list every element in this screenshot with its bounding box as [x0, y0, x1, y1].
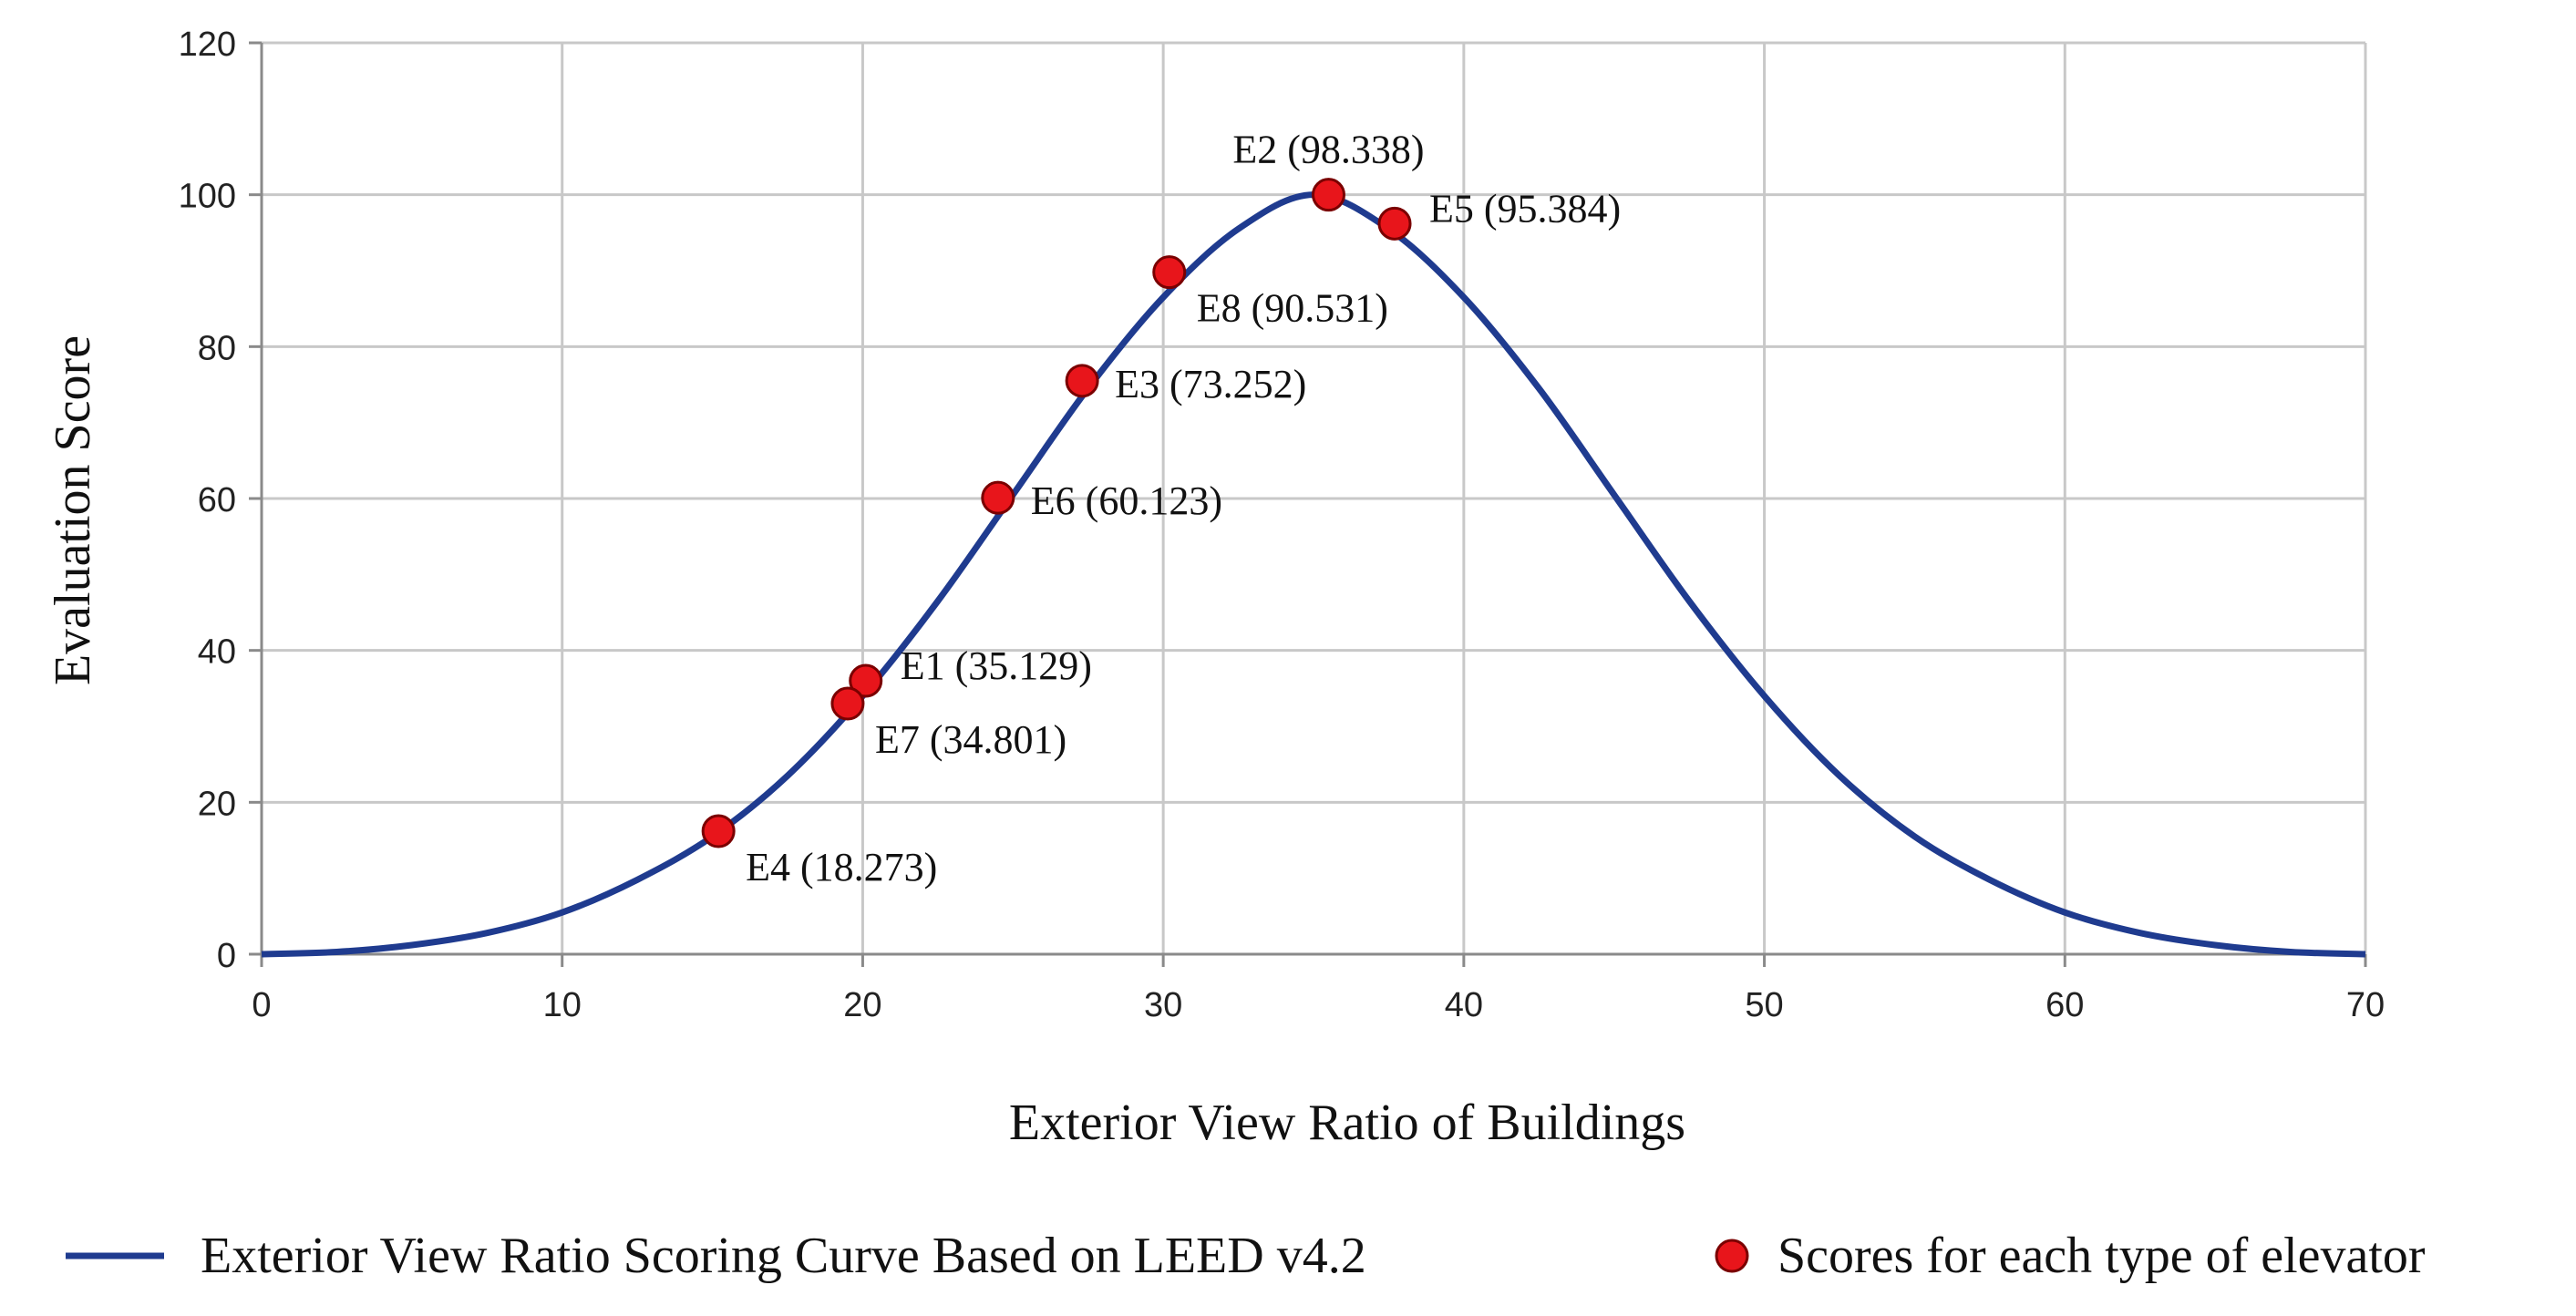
x-tick-label: 70: [2346, 986, 2385, 1024]
elevator-point-e5: [1377, 206, 1412, 241]
grid-lines: [262, 41, 2367, 954]
point-label-e4: E4 (18.273): [746, 845, 937, 889]
y-tick-label: 60: [198, 481, 236, 519]
y-tick-label: 40: [198, 633, 236, 672]
point-label-e5: E5 (95.384): [1429, 186, 1621, 231]
point-label-e2: E2 (98.338): [1232, 128, 1424, 172]
x-tick-label: 10: [543, 986, 582, 1024]
elevator-point-e4: [701, 814, 736, 848]
x-tick-label: 20: [843, 986, 881, 1024]
legend-point-label: Scores for each type of elevator: [1777, 1228, 2426, 1284]
elevator-point-e3: [1065, 364, 1099, 398]
y-tick-label: 120: [179, 26, 236, 64]
y-tick-label: 80: [198, 329, 236, 367]
x-tick-label: 40: [1445, 986, 1483, 1024]
elevator-point-e6: [981, 480, 1015, 515]
elevator-point-e2: [1311, 178, 1345, 212]
y-tick-label: 20: [198, 785, 236, 823]
point-label-e8: E8 (90.531): [1197, 286, 1388, 331]
point-label-e3: E3 (73.252): [1115, 362, 1306, 406]
x-axis-title: Exterior View Ratio of Buildings: [1009, 1095, 1685, 1151]
tick-labels: 0 10 20 30 40 50 60 70 0 20 40 60 80 100 120: [179, 26, 2385, 1024]
point-labels: E1 (35.129) E2 (98.338) E3 (73.252) E4 (18.…: [746, 128, 1621, 889]
elevator-point-e7: [830, 686, 865, 721]
x-tick-label: 30: [1144, 986, 1182, 1024]
axes: [249, 41, 2367, 967]
elevator-points: [701, 178, 1412, 848]
elevator-point-e1: [849, 663, 883, 698]
elevator-point-e8: [1152, 255, 1187, 290]
y-axis-title: Evaluation Score: [45, 335, 101, 685]
x-tick-label: 60: [2045, 986, 2084, 1024]
y-tick-label: 100: [179, 178, 236, 216]
y-tick-label: 0: [217, 937, 236, 975]
x-tick-label: 0: [252, 986, 271, 1024]
point-label-e7: E7 (34.801): [875, 717, 1066, 762]
legend-curve-label: Exterior View Ratio Scoring Curve Based …: [201, 1228, 1366, 1284]
legend: Exterior View Ratio Scoring Curve Based …: [66, 1228, 2426, 1284]
point-label-e6: E6 (60.123): [1031, 478, 1222, 523]
x-tick-label: 50: [1745, 986, 1783, 1024]
point-label-e1: E1 (35.129): [901, 643, 1092, 688]
legend-point-swatch: [1715, 1239, 1749, 1273]
